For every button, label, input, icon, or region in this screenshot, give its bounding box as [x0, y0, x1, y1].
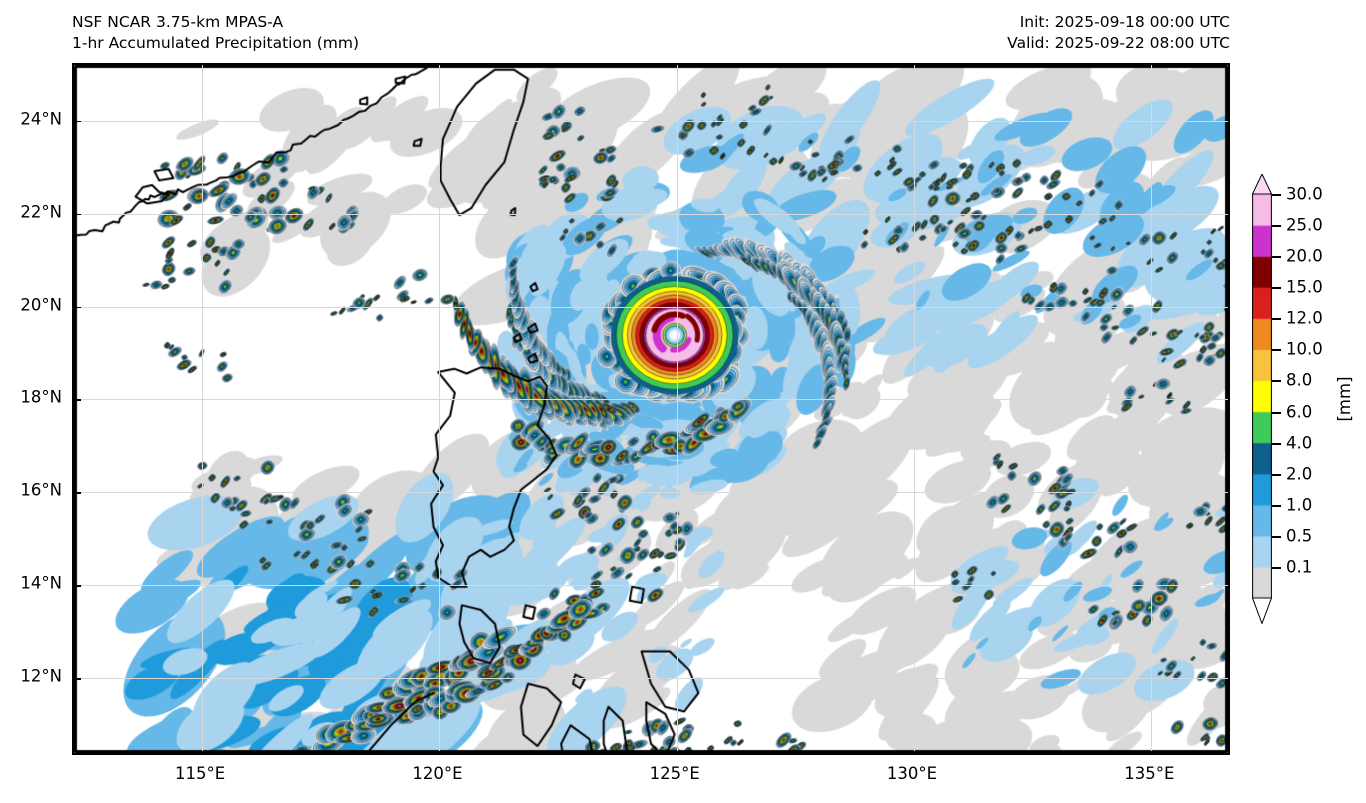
colorbar-over-arrow: [1252, 174, 1272, 194]
colorbar-tick: [1272, 287, 1281, 290]
latitude-tick-label: 14°N: [20, 573, 62, 593]
colorbar-tick-label: 0.5: [1286, 526, 1313, 546]
colorbar-under-arrow: [1252, 598, 1272, 624]
gridline-vertical: [1151, 65, 1153, 753]
colorbar-tick: [1272, 225, 1281, 228]
colorbar-tick-label: 10.0: [1286, 339, 1323, 359]
colorbar-tick-label: 6.0: [1286, 402, 1313, 422]
x-tick: [676, 751, 679, 753]
longitude-tick-label: 115°E: [175, 764, 226, 783]
gridline-horizontal: [74, 585, 1228, 587]
gridline-horizontal: [74, 306, 1228, 308]
longitude-tick-label: 135°E: [1124, 764, 1175, 783]
y-tick: [74, 585, 81, 587]
precipitation-field: [74, 65, 1228, 753]
y-tick: [74, 678, 81, 680]
colorbar: [1252, 194, 1272, 598]
colorbar-tick: [1272, 535, 1281, 538]
colorbar-tick-label: 2.0: [1286, 464, 1313, 484]
colorbar-tick-label: 25.0: [1286, 215, 1323, 235]
gridline-horizontal: [74, 120, 1228, 122]
colorbar-tick: [1272, 380, 1281, 383]
x-tick: [1151, 751, 1153, 753]
colorbar-tick: [1272, 318, 1281, 321]
latitude-tick-label: 12°N: [20, 666, 62, 686]
gridline-horizontal: [74, 213, 1228, 215]
x-tick: [202, 751, 204, 753]
gridline-vertical: [914, 65, 916, 753]
x-tick: [914, 751, 916, 753]
colorbar-tick-label: 4.0: [1286, 433, 1313, 453]
colorbar-tick-label: 12.0: [1286, 308, 1323, 328]
gridline-horizontal: [74, 678, 1228, 680]
forecast-time-block: Init: 2025-09-18 00:00 UTC Valid: 2025-09…: [1007, 12, 1230, 54]
colorbar-tick-label: 0.1: [1286, 557, 1313, 577]
init-time-label: Init: 2025-09-18 00:00 UTC: [1019, 13, 1230, 31]
y-tick: [74, 306, 81, 308]
latitude-tick-label: 20°N: [20, 295, 62, 314]
latitude-tick-label: 16°N: [20, 480, 62, 500]
colorbar-tick-label: 15.0: [1286, 277, 1323, 297]
colorbar-tick: [1272, 442, 1281, 445]
colorbar-tick-label: 30.0: [1286, 184, 1323, 204]
latitude-tick-label: 24°N: [20, 109, 62, 129]
valid-time-label: Valid: 2025-09-22 08:00 UTC: [1007, 34, 1230, 52]
colorbar-tick-label: 1.0: [1286, 495, 1313, 515]
x-tick: [439, 751, 441, 753]
gridline-vertical: [202, 65, 204, 753]
longitude-tick-label: 130°E: [886, 764, 938, 783]
model-title-line2: 1-hr Accumulated Precipitation (mm): [72, 34, 359, 52]
colorbar-tick: [1272, 473, 1281, 476]
y-tick: [74, 213, 81, 216]
gridline-vertical: [439, 65, 441, 753]
latitude-tick-label: 18°N: [20, 387, 62, 407]
colorbar-tick: [1272, 411, 1281, 414]
colorbar-tick: [1272, 349, 1281, 352]
colorbar-units-label: [mm]: [1335, 376, 1355, 422]
colorbar-tick-label: 20.0: [1286, 246, 1323, 266]
colorbar-tick-label: 8.0: [1286, 370, 1313, 390]
y-tick: [74, 120, 81, 123]
longitude-tick-label: 125°E: [649, 764, 700, 783]
colorbar-tick: [1272, 256, 1281, 259]
colorbar-tick: [1272, 566, 1281, 569]
y-tick: [74, 492, 81, 494]
model-title: NSF NCAR 3.75-km MPAS-A 1-hr Accumulated …: [72, 12, 359, 54]
gridline-vertical: [676, 65, 678, 753]
gridline-horizontal: [74, 399, 1228, 401]
colorbar-tick: [1272, 504, 1281, 507]
latitude-tick-label: 22°N: [20, 202, 62, 222]
y-tick: [74, 399, 81, 401]
longitude-tick-label: 120°E: [412, 764, 463, 783]
gridline-horizontal: [74, 492, 1228, 494]
map-plot-area: [72, 63, 1230, 755]
model-title-line1: NSF NCAR 3.75-km MPAS-A: [72, 13, 284, 31]
colorbar-tick: [1272, 194, 1281, 196]
